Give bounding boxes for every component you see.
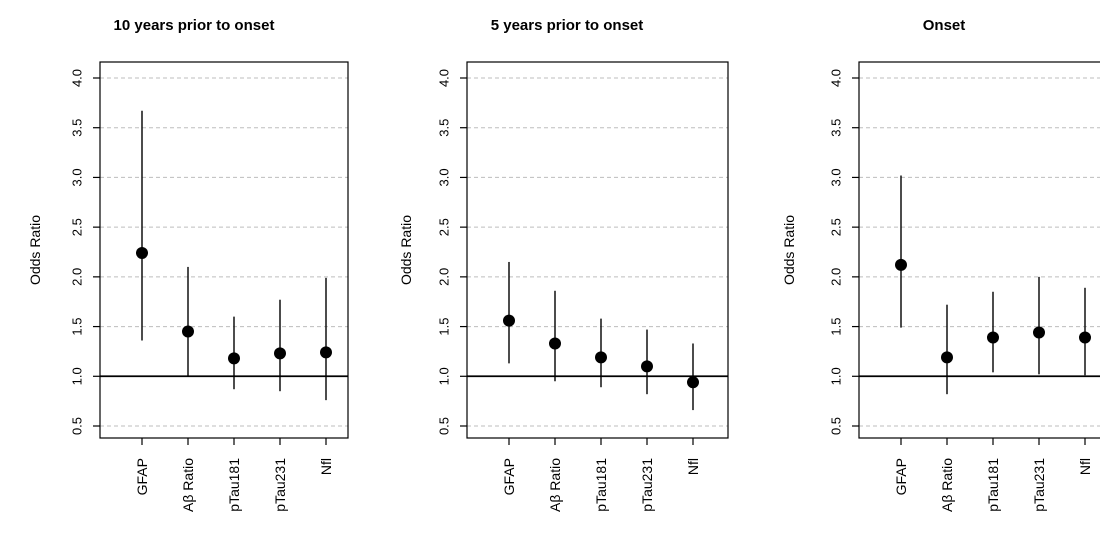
y-tick-label: 1.5 <box>828 318 843 336</box>
y-tick-label: 3.5 <box>436 119 451 137</box>
x-tick-label: Nfl <box>318 458 334 475</box>
y-tick-label: 3.5 <box>828 119 843 137</box>
x-tick-label: pTau181 <box>593 458 609 512</box>
data-point <box>687 376 699 389</box>
data-point <box>182 325 194 338</box>
y-tick-label: 1.5 <box>436 318 451 336</box>
plot-frame <box>99 61 349 439</box>
x-tick-label: GFAP <box>893 458 909 495</box>
data-point <box>1033 326 1045 339</box>
data-point <box>595 351 607 364</box>
data-point <box>549 337 561 350</box>
x-tick-label: pTau231 <box>272 458 288 512</box>
y-tick-label: 1.0 <box>828 367 843 385</box>
y-tick-label: 2.5 <box>436 218 451 236</box>
y-tick-label: 2.0 <box>69 268 84 286</box>
y-axis-label: Odds Ratio <box>398 215 414 285</box>
x-tick-label: pTau181 <box>985 458 1001 512</box>
data-point <box>895 258 907 271</box>
y-axis-label: Odds Ratio <box>27 215 43 285</box>
x-tick-label: Aβ Ratio <box>939 458 955 512</box>
y-tick-label: 3.0 <box>69 168 84 186</box>
x-tick-label: Aβ Ratio <box>180 458 196 512</box>
y-tick-label: 0.5 <box>436 417 451 435</box>
y-tick-label: 4.0 <box>69 69 84 87</box>
x-tick-label: pTau181 <box>226 458 242 512</box>
x-tick-label: Nfl <box>1077 458 1093 475</box>
y-tick-label: 4.0 <box>436 69 451 87</box>
data-point <box>1079 331 1091 344</box>
chart-title: 5 years prior to onset <box>491 17 644 34</box>
x-tick-label: Aβ Ratio <box>547 458 563 512</box>
y-tick-label: 0.5 <box>69 417 84 435</box>
plot-frame <box>466 61 729 439</box>
x-tick-label: Nfl <box>685 458 701 475</box>
y-tick-label: 2.0 <box>828 268 843 286</box>
y-tick-label: 1.0 <box>69 367 84 385</box>
data-point <box>941 351 953 364</box>
plot-frame <box>858 61 1100 439</box>
y-tick-label: 2.0 <box>436 268 451 286</box>
y-tick-label: 4.0 <box>828 69 843 87</box>
data-point <box>136 246 148 259</box>
x-tick-label: GFAP <box>134 458 150 495</box>
y-axis-label: Odds Ratio <box>781 215 797 285</box>
data-point <box>503 314 515 327</box>
y-tick-label: 2.5 <box>828 218 843 236</box>
data-point <box>228 352 240 365</box>
y-tick-label: 3.0 <box>828 168 843 186</box>
x-tick-label: pTau231 <box>639 458 655 512</box>
data-point <box>641 360 653 373</box>
y-tick-label: 0.5 <box>828 417 843 435</box>
chart-title: Onset <box>923 17 966 34</box>
x-tick-label: GFAP <box>501 458 517 495</box>
y-tick-label: 3.5 <box>69 119 84 137</box>
x-tick-label: pTau231 <box>1031 458 1047 512</box>
data-point <box>274 347 286 360</box>
y-tick-label: 3.0 <box>436 168 451 186</box>
y-tick-label: 1.5 <box>69 318 84 336</box>
data-point <box>987 331 999 344</box>
data-point <box>320 346 332 359</box>
chart-title: 10 years prior to onset <box>114 17 275 34</box>
y-tick-label: 2.5 <box>69 218 84 236</box>
y-tick-label: 1.0 <box>436 367 451 385</box>
